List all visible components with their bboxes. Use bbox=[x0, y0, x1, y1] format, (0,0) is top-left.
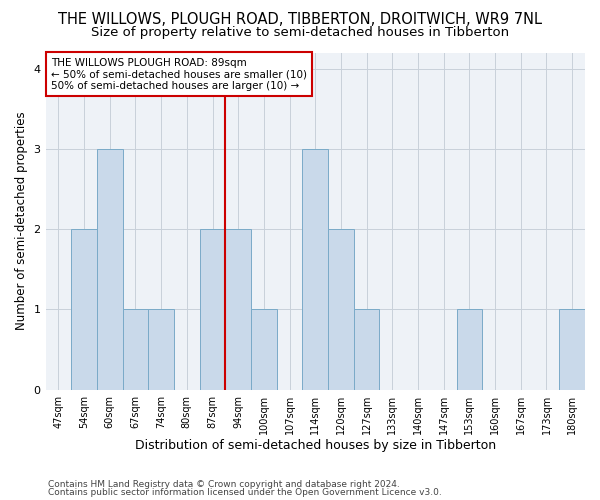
Y-axis label: Number of semi-detached properties: Number of semi-detached properties bbox=[15, 112, 28, 330]
Bar bbox=[122, 310, 148, 390]
Bar bbox=[302, 149, 328, 390]
Bar bbox=[251, 310, 277, 390]
Bar bbox=[200, 229, 226, 390]
Text: Size of property relative to semi-detached houses in Tibberton: Size of property relative to semi-detach… bbox=[91, 26, 509, 39]
X-axis label: Distribution of semi-detached houses by size in Tibberton: Distribution of semi-detached houses by … bbox=[135, 440, 496, 452]
Text: THE WILLOWS, PLOUGH ROAD, TIBBERTON, DROITWICH, WR9 7NL: THE WILLOWS, PLOUGH ROAD, TIBBERTON, DRO… bbox=[58, 12, 542, 28]
Bar bbox=[354, 310, 379, 390]
Bar bbox=[97, 149, 122, 390]
Bar bbox=[328, 229, 354, 390]
Bar bbox=[71, 229, 97, 390]
Text: Contains HM Land Registry data © Crown copyright and database right 2024.: Contains HM Land Registry data © Crown c… bbox=[48, 480, 400, 489]
Bar bbox=[457, 310, 482, 390]
Text: THE WILLOWS PLOUGH ROAD: 89sqm
← 50% of semi-detached houses are smaller (10)
50: THE WILLOWS PLOUGH ROAD: 89sqm ← 50% of … bbox=[51, 58, 307, 91]
Bar bbox=[148, 310, 174, 390]
Bar bbox=[226, 229, 251, 390]
Bar bbox=[559, 310, 585, 390]
Text: Contains public sector information licensed under the Open Government Licence v3: Contains public sector information licen… bbox=[48, 488, 442, 497]
